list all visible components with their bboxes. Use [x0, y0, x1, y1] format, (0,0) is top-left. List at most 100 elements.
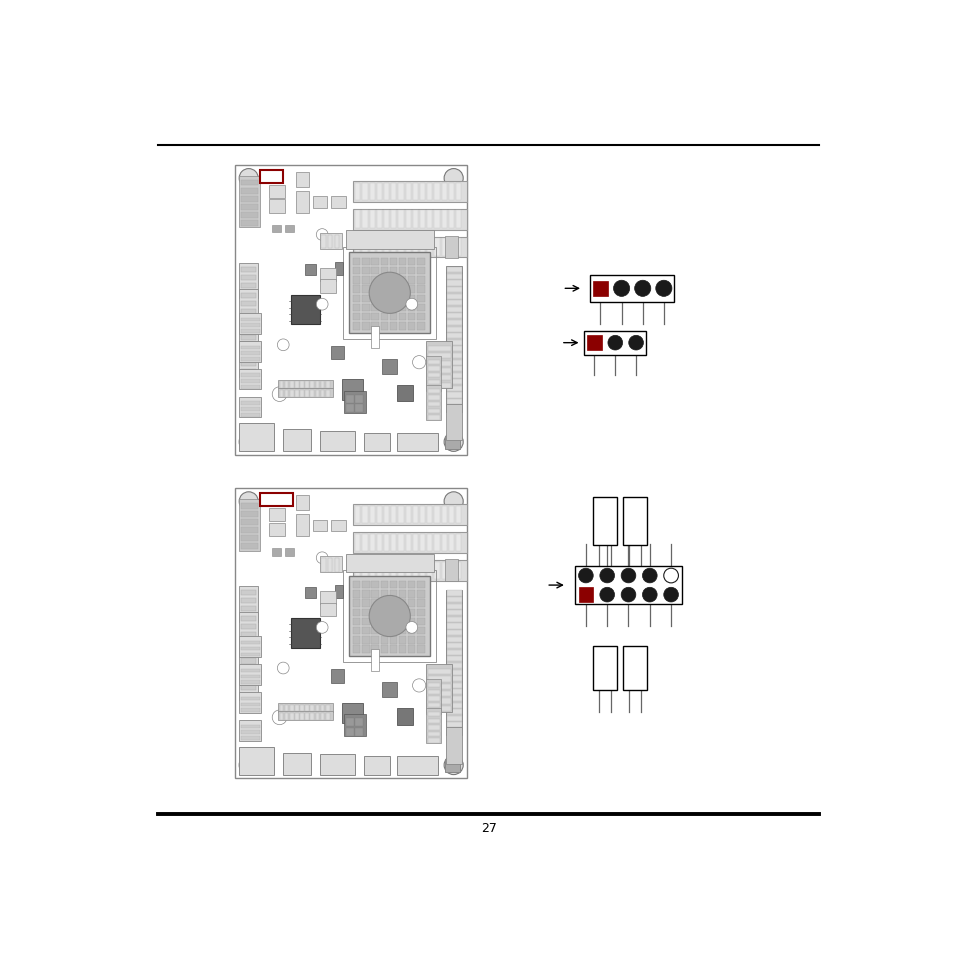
Bar [456, 506, 460, 524]
Bar [413, 239, 417, 256]
Bar [428, 706, 450, 711]
Circle shape [412, 356, 425, 370]
Bar [447, 367, 461, 372]
Bar [355, 239, 360, 256]
Bar [428, 409, 439, 414]
Text: 27: 27 [480, 821, 497, 834]
Bar [259, 171, 283, 184]
Bar [239, 176, 259, 228]
Bar [398, 627, 406, 635]
Bar [362, 627, 369, 635]
Bar [428, 712, 439, 717]
Bar [353, 560, 466, 581]
Bar [434, 212, 439, 229]
Bar [447, 630, 461, 636]
Bar [447, 623, 461, 629]
Bar [239, 290, 257, 325]
Bar [408, 646, 416, 653]
Bar [446, 590, 462, 735]
Bar [310, 382, 314, 389]
Bar [416, 618, 424, 625]
Bar [371, 326, 378, 349]
Bar [240, 731, 259, 735]
Bar [447, 327, 461, 333]
Bar [384, 212, 389, 229]
Bar [269, 186, 284, 199]
Bar [371, 295, 378, 303]
Bar [283, 430, 311, 452]
Bar [380, 295, 388, 303]
Bar [239, 747, 274, 775]
Bar [448, 239, 454, 256]
Bar [448, 183, 454, 201]
Bar [285, 226, 294, 233]
Bar [291, 295, 319, 325]
Bar [426, 386, 440, 421]
Bar [345, 728, 354, 736]
Bar [447, 268, 461, 273]
Bar [240, 292, 255, 296]
Bar [320, 714, 324, 720]
Bar [240, 598, 255, 603]
Bar [391, 239, 395, 256]
Bar [240, 324, 259, 328]
Bar [240, 675, 259, 679]
Bar [622, 497, 646, 545]
Bar [428, 367, 439, 372]
Bar [391, 183, 395, 201]
Circle shape [239, 493, 258, 512]
Bar [355, 405, 363, 413]
Bar [362, 323, 369, 330]
Bar [447, 347, 461, 352]
Bar [416, 591, 424, 598]
Bar [428, 387, 439, 392]
Circle shape [607, 336, 622, 351]
Bar [380, 618, 388, 625]
Bar [405, 562, 411, 579]
Bar [376, 212, 381, 229]
Bar [416, 268, 424, 275]
Bar [371, 581, 378, 589]
Bar [305, 705, 309, 712]
Bar [284, 714, 288, 720]
Bar [380, 581, 388, 589]
Bar [240, 268, 255, 273]
Bar [413, 183, 417, 201]
Bar [345, 405, 354, 413]
Bar [353, 609, 360, 617]
Bar [441, 212, 446, 229]
Bar [240, 590, 255, 596]
Bar [259, 494, 293, 507]
Bar [310, 705, 314, 712]
Bar [369, 506, 375, 524]
Bar [320, 705, 324, 712]
Bar [240, 196, 258, 202]
Bar [319, 754, 355, 775]
Bar [240, 408, 259, 412]
Bar [240, 346, 259, 350]
Bar [390, 286, 396, 294]
Bar [426, 664, 452, 712]
Bar [362, 295, 369, 303]
Bar [240, 519, 258, 525]
Bar [349, 576, 430, 657]
Bar [326, 382, 329, 389]
Bar [240, 624, 255, 630]
Bar [448, 506, 454, 524]
Bar [398, 277, 406, 284]
Bar [362, 599, 369, 607]
Bar [428, 380, 439, 385]
Bar [446, 727, 462, 763]
Circle shape [613, 281, 629, 297]
Bar [240, 647, 259, 651]
Bar [456, 534, 460, 552]
Bar [290, 714, 294, 720]
Bar [240, 310, 255, 314]
Bar [240, 633, 255, 638]
Bar [331, 520, 345, 531]
Bar [353, 591, 360, 598]
Bar [428, 396, 439, 400]
Bar [240, 528, 258, 534]
Bar [305, 588, 316, 598]
Bar [408, 268, 416, 275]
